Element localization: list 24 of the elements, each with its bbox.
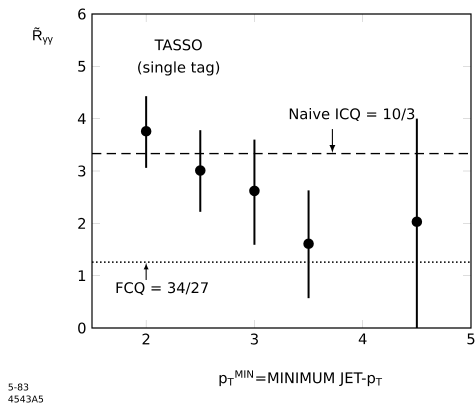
point [140,126,152,136]
x-axis-title: p$_{T}$$^{MIN}$=MINIMUM JET-p$_{T}$ [220,370,382,386]
y-tick-label: 4 [78,113,86,124]
y-tick-label: 0 [78,322,86,334]
y-tick-label: 6 [78,8,86,20]
ref-line-label: Naive ICQ = 10/3 [290,108,414,122]
x-tick-label: 3 [250,334,258,345]
annotation: FCQ = 34/27 [116,282,208,295]
x-tick-label: 2 [142,334,150,344]
y-axis-title: R̃$_{γγ}$ [33,27,53,45]
point [412,216,422,228]
y-tick-label: 1 [78,270,86,282]
text: 5-83 [8,383,28,391]
point [303,238,314,250]
y-tick-label: 2 [78,218,86,229]
point [195,165,206,176]
annotation: (single tag) [138,61,220,76]
point [249,186,260,196]
y-tick-label: 3 [78,165,86,177]
x-tick-label: 4 [358,333,367,344]
text: 4543A5 [8,395,44,403]
y-tick-label: 5 [78,60,86,72]
annotation: TASSO [154,39,202,50]
x-tick-label: 5 [467,333,474,344]
